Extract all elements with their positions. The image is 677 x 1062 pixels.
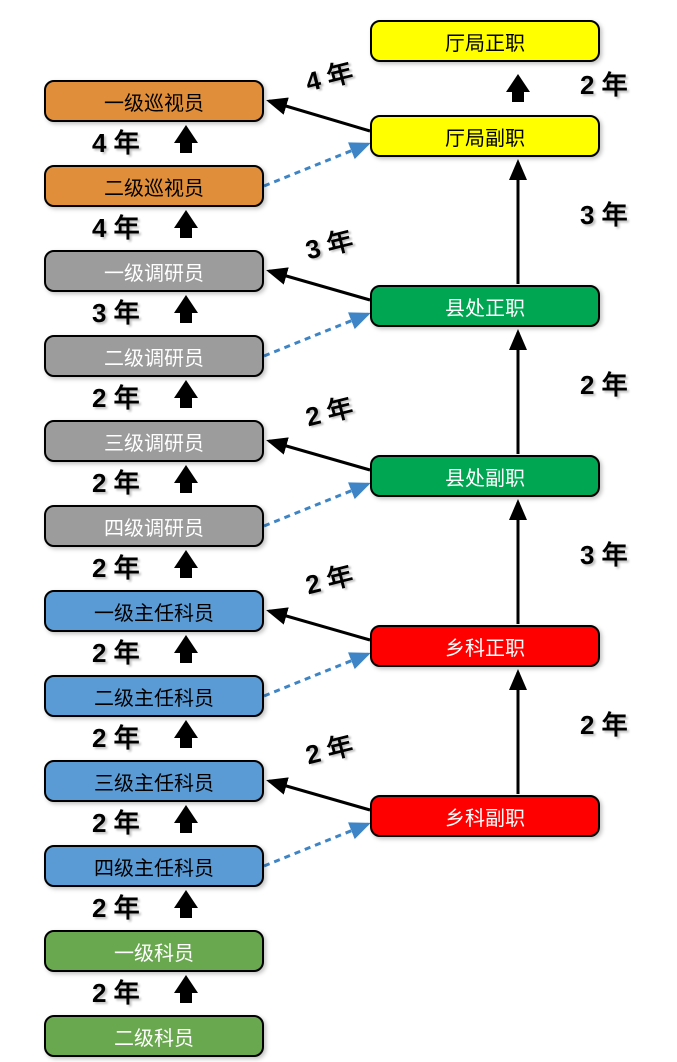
up-arrow-icon xyxy=(506,74,530,92)
dashed-edge xyxy=(264,314,368,356)
cross-gap-label: 3 年 xyxy=(301,220,356,267)
right-gap-label: 3 年 xyxy=(580,535,628,572)
left-node-sjdyy: 三级调研员 xyxy=(44,420,264,462)
left-node-yjdyy: 一级调研员 xyxy=(44,250,264,292)
up-arrow-icon xyxy=(174,380,198,398)
dashed-edge xyxy=(264,824,368,866)
left-gap-label: 2 年 xyxy=(92,973,140,1010)
right-gap-label: 2 年 xyxy=(580,65,628,102)
dashed-edge xyxy=(264,144,368,186)
left-gap-label: 2 年 xyxy=(92,548,140,585)
up-arrow-icon xyxy=(174,890,198,908)
right-node-label: 县处正职 xyxy=(445,292,525,321)
cross-gap-label: 2 年 xyxy=(301,725,356,772)
right-node-xcfz: 县处副职 xyxy=(370,455,600,497)
left-node-sijdyy: 四级调研员 xyxy=(44,505,264,547)
right-node-label: 乡科正职 xyxy=(445,632,525,661)
left-node-label: 二级调研员 xyxy=(104,342,204,371)
left-gap-label: 2 年 xyxy=(92,633,140,670)
left-node-label: 一级主任科员 xyxy=(94,597,214,626)
up-arrow-icon xyxy=(174,635,198,653)
left-node-ejzrky: 二级主任科员 xyxy=(44,675,264,717)
up-arrow-icon xyxy=(174,720,198,738)
right-node-label: 厅局副职 xyxy=(445,122,525,151)
left-gap-label: 2 年 xyxy=(92,803,140,840)
left-node-ejxsy: 二级巡视员 xyxy=(44,165,264,207)
left-gap-label: 2 年 xyxy=(92,378,140,415)
dashed-edge xyxy=(264,654,368,696)
right-gap-label: 3 年 xyxy=(580,195,628,232)
left-node-yjky: 一级科员 xyxy=(44,930,264,972)
left-node-label: 三级主任科员 xyxy=(94,767,214,796)
left-gap-label: 2 年 xyxy=(92,888,140,925)
up-arrow-icon xyxy=(174,550,198,568)
cross-gap-label: 2 年 xyxy=(301,387,356,434)
solid-edge xyxy=(269,101,370,131)
cross-gap-label: 2 年 xyxy=(301,555,356,602)
right-gap-label: 2 年 xyxy=(580,365,628,402)
left-node-label: 一级调研员 xyxy=(104,257,204,286)
up-arrow-icon xyxy=(174,125,198,143)
right-node-label: 县处副职 xyxy=(445,462,525,491)
left-node-label: 二级科员 xyxy=(114,1022,194,1051)
dashed-edge xyxy=(264,484,368,526)
solid-edge xyxy=(269,781,370,810)
solid-edge xyxy=(269,441,370,470)
right-node-label: 厅局正职 xyxy=(445,27,525,56)
left-gap-label: 3 年 xyxy=(92,293,140,330)
left-node-label: 四级调研员 xyxy=(104,512,204,541)
left-node-label: 二级巡视员 xyxy=(104,172,204,201)
up-arrow-icon xyxy=(174,805,198,823)
cross-gap-label: 4 年 xyxy=(301,52,356,99)
left-node-label: 一级科员 xyxy=(114,937,194,966)
left-gap-label: 2 年 xyxy=(92,463,140,500)
left-gap-label: 2 年 xyxy=(92,718,140,755)
right-node-label: 乡科副职 xyxy=(445,802,525,831)
solid-edge xyxy=(269,271,370,300)
left-node-sijzrky: 四级主任科员 xyxy=(44,845,264,887)
up-arrow-icon xyxy=(174,465,198,483)
left-node-label: 四级主任科员 xyxy=(94,852,214,881)
right-node-xkfz: 乡科副职 xyxy=(370,795,600,837)
left-node-yjzrky: 一级主任科员 xyxy=(44,590,264,632)
left-node-ejdyy: 二级调研员 xyxy=(44,335,264,377)
left-gap-label: 4 年 xyxy=(92,208,140,245)
left-node-label: 三级调研员 xyxy=(104,427,204,456)
right-gap-label: 2 年 xyxy=(580,705,628,742)
right-node-tjzz: 厅局正职 xyxy=(370,20,600,62)
left-node-ejky: 二级科员 xyxy=(44,1015,264,1057)
left-node-label: 二级主任科员 xyxy=(94,682,214,711)
right-node-tjfz: 厅局副职 xyxy=(370,115,600,157)
left-node-yjxsy: 一级巡视员 xyxy=(44,80,264,122)
right-node-xczz: 县处正职 xyxy=(370,285,600,327)
up-arrow-icon xyxy=(174,975,198,993)
up-arrow-icon xyxy=(174,295,198,313)
left-node-label: 一级巡视员 xyxy=(104,87,204,116)
right-node-xkzz: 乡科正职 xyxy=(370,625,600,667)
solid-edge xyxy=(269,611,370,640)
left-node-sjzrky: 三级主任科员 xyxy=(44,760,264,802)
up-arrow-icon xyxy=(174,210,198,228)
left-gap-label: 4 年 xyxy=(92,123,140,160)
